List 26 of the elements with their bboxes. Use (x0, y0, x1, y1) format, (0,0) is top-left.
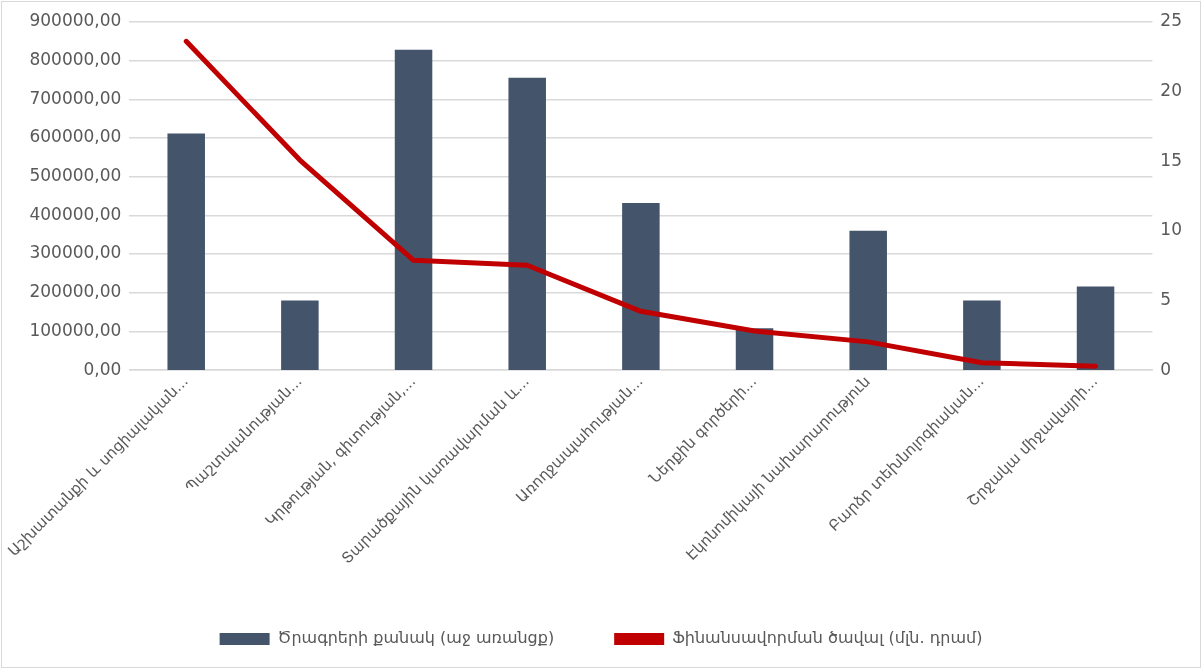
bar (1076, 286, 1115, 371)
y2-tick-label: 15 (1160, 149, 1183, 170)
y-tick-label: 600000,00 (29, 126, 122, 147)
y2-tick-label: 10 (1160, 219, 1183, 240)
y-tick-label: 0,00 (83, 358, 122, 379)
bar (508, 77, 546, 371)
legend-label: Ֆինանսավորման ծավալ (մլն. դրամ) (672, 628, 983, 648)
bar (394, 49, 433, 371)
y-tick-label: 300000,00 (29, 242, 122, 263)
y2-tick-label: 20 (1160, 80, 1183, 101)
y2-tick-label: 0 (1160, 358, 1172, 379)
bar (167, 133, 205, 371)
y-tick-label: 100000,00 (29, 319, 122, 340)
y-tick-label: 700000,00 (29, 87, 122, 108)
y-tick-label: 900000,00 (29, 10, 122, 31)
bar (622, 203, 660, 371)
y-tick-label: 800000,00 (29, 49, 122, 70)
y-tick-label: 500000,00 (29, 165, 122, 186)
bar (963, 300, 1001, 371)
y-tick-label: 200000,00 (29, 281, 122, 302)
y2-tick-label: 25 (1160, 10, 1183, 31)
y2-tick-label: 5 (1160, 288, 1172, 309)
legend-label: Ծրագրերի քանակ (աջ առանցք) (277, 628, 555, 648)
bar (849, 230, 887, 371)
bar (281, 300, 319, 371)
y-tick-label: 400000,00 (29, 203, 122, 224)
